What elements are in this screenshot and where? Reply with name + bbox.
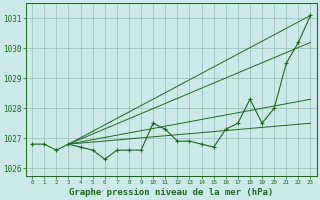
X-axis label: Graphe pression niveau de la mer (hPa): Graphe pression niveau de la mer (hPa) bbox=[69, 188, 274, 197]
